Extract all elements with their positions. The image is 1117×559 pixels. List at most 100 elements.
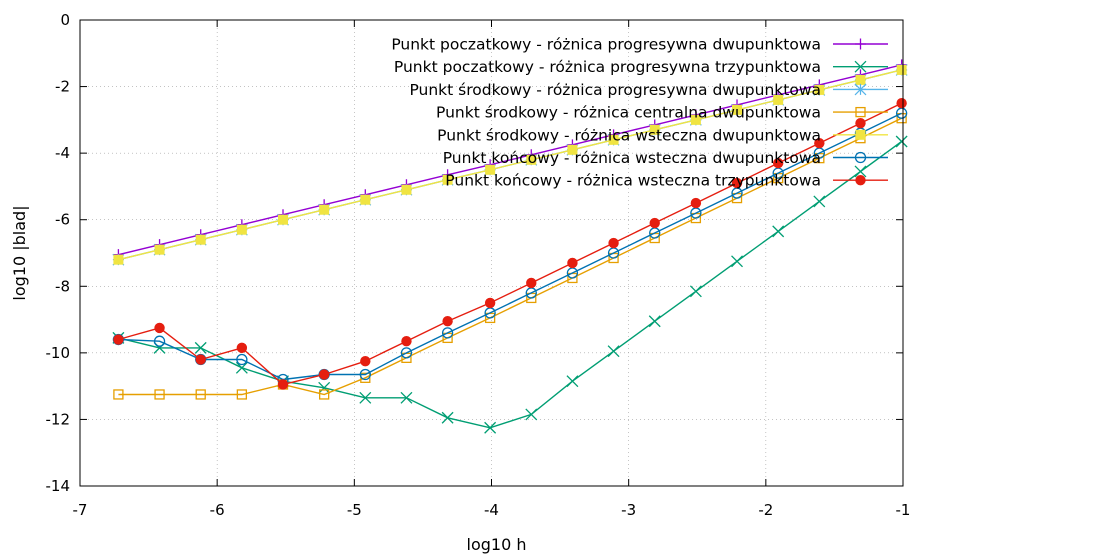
series-5-point <box>732 104 743 115</box>
series-2-point <box>731 255 743 268</box>
series-5-point <box>649 124 660 135</box>
series-5-point <box>773 94 784 105</box>
series-7-point <box>360 355 371 367</box>
series-4-point <box>319 389 330 400</box>
legend-label: Punkt środkowy - różnica centralna dwupu… <box>436 104 821 122</box>
series-4-point <box>236 389 248 400</box>
series-7-point <box>318 369 330 380</box>
series-5-point <box>278 214 289 225</box>
series-2-point <box>648 315 661 328</box>
series-2-point <box>689 285 702 298</box>
x-axis-label: log10 h <box>467 535 527 554</box>
x-tick-label: -2 <box>758 501 773 519</box>
series-2-line <box>118 140 903 429</box>
series-2-point <box>441 411 454 424</box>
legend-label: Punkt środkowy - różnica progresywna dwu… <box>409 81 821 99</box>
series-5-point <box>608 134 619 145</box>
series-2-point <box>895 135 908 148</box>
series-7-point <box>690 197 702 209</box>
series-7-point <box>855 117 866 129</box>
legend-marker <box>855 106 866 118</box>
series-5-point <box>401 184 412 195</box>
series-6-line <box>118 112 902 381</box>
legend-marker <box>854 83 867 96</box>
series-4-point <box>195 389 206 400</box>
series-7-point <box>567 257 578 269</box>
series-5-point <box>113 254 124 265</box>
y-tick-label: -8 <box>55 277 70 295</box>
series-6-point <box>236 353 248 366</box>
series-2-point <box>607 345 620 358</box>
series-5-line <box>118 69 902 261</box>
legend-marker <box>855 175 866 186</box>
series-5-point <box>195 234 206 245</box>
series-6-point <box>359 368 371 381</box>
x-tick-label: -4 <box>484 501 499 519</box>
series-7-line <box>118 102 902 386</box>
series-5-point <box>360 194 371 205</box>
series-5-point <box>236 224 247 235</box>
series-7-point <box>154 322 165 334</box>
legend: Punkt poczatkowy - różnica progresywna d… <box>391 36 888 190</box>
x-tick-label: -5 <box>347 501 362 519</box>
series-2-point <box>484 421 497 434</box>
series-7-point <box>772 157 784 169</box>
x-tick-label: -6 <box>210 501 225 519</box>
series-layer <box>112 59 908 434</box>
y-tick-label: -6 <box>55 211 70 229</box>
y-tick-label: -10 <box>46 344 71 362</box>
x-tick-label: -3 <box>621 501 636 519</box>
series-4-line <box>118 117 902 396</box>
series-5-point <box>154 244 165 255</box>
series-2-point <box>854 165 867 178</box>
legend-marker <box>854 151 867 164</box>
series-5-point <box>896 64 907 75</box>
axis-ticks: -7 -6 -5 -4 -3 -2 -10-2-4-6-8-10-12-14 <box>46 11 911 519</box>
series-2-point <box>813 195 826 208</box>
series-2-point <box>359 391 372 404</box>
series-6-point <box>400 347 413 359</box>
series-5-point <box>567 144 578 155</box>
legend-label: Punkt środkowy - różnica wsteczna dwupun… <box>437 126 821 144</box>
series-7-point <box>401 336 412 347</box>
series-5 <box>113 64 907 265</box>
y-tick-label: -14 <box>46 477 71 495</box>
series-2-point <box>772 225 785 238</box>
x-tick-label: -1 <box>896 501 911 519</box>
legend-marker <box>855 38 866 50</box>
y-tick-label: -12 <box>46 410 71 428</box>
series-2-point <box>194 341 207 354</box>
series-7-point <box>113 334 124 345</box>
series-5-point <box>690 114 701 125</box>
series-7-point <box>608 237 619 249</box>
legend-label: Punkt poczatkowy - różnica progresywna d… <box>391 36 821 54</box>
series-7-point <box>442 316 453 327</box>
series-1-line <box>118 64 902 256</box>
series-5-point <box>319 204 330 215</box>
series-2-point <box>525 408 538 421</box>
series-6-point <box>441 327 454 339</box>
series-7-point <box>526 277 537 289</box>
series-7 <box>113 98 907 390</box>
series-7-point <box>649 217 660 229</box>
y-tick-label: -2 <box>55 78 70 96</box>
x-tick-label: -7 <box>73 501 88 519</box>
series-7-point <box>195 354 206 365</box>
series-7-point <box>814 137 825 149</box>
legend-marker <box>854 60 867 73</box>
series-4-point <box>113 389 124 400</box>
y-axis-label: log10 |blad| <box>10 205 29 300</box>
legend-marker <box>855 129 866 140</box>
series-7-point <box>731 177 743 189</box>
series-4-point <box>154 389 165 400</box>
legend-label: Punkt poczatkowy - różnica progresywna t… <box>394 58 821 76</box>
series-6-point <box>153 335 166 347</box>
series-5-point <box>814 84 825 95</box>
series-5-point <box>485 164 496 175</box>
series-2-point <box>235 361 248 374</box>
legend-label: Punkt końcowy - różnica wsteczna dwupunk… <box>443 149 821 167</box>
series-5-point <box>442 174 453 185</box>
series-7-point <box>277 379 289 390</box>
y-tick-label: 0 <box>60 11 70 29</box>
